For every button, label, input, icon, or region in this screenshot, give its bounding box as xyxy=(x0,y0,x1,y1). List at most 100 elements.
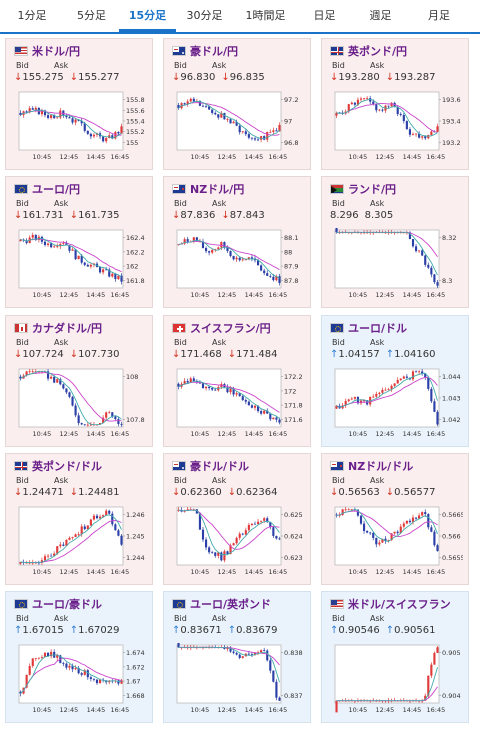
x-tick-label: 16:45 xyxy=(269,291,288,299)
tab-7[interactable]: 週足 xyxy=(369,9,392,22)
mini-candlestick-chart[interactable]: 88.1 88 87.9 87.8 10:45 12:45 14:45 16:45 xyxy=(175,228,305,300)
rate-card[interactable]: 米ドル/スイスフラン Bid Ask ↑0.90546 ↑0.90561 0.905 0.9… xyxy=(321,591,469,723)
candle-up xyxy=(427,675,430,696)
candle-up xyxy=(430,664,433,676)
ask-label: Ask xyxy=(212,338,227,347)
tab-4[interactable]: 30分足 xyxy=(186,9,223,22)
ask-value: ↓0.56577 xyxy=(386,487,436,498)
pair-title-link[interactable]: ユーロ/円 xyxy=(14,182,80,196)
rate-card[interactable]: 英ポンド/ドル Bid Ask ↓1.24471 ↓1.24481 1.246 1.245 1… xyxy=(5,453,153,585)
bid-price: 87.836 xyxy=(180,210,216,221)
candle-down xyxy=(278,276,281,283)
country-flag-icon xyxy=(172,323,186,333)
candle-up xyxy=(50,115,53,118)
y-tick-label: 162 xyxy=(126,263,138,271)
pair-title-link[interactable]: 米ドル/スイスフラン xyxy=(330,597,451,611)
candle-down xyxy=(201,529,205,540)
rate-card[interactable]: 豪ドル/円 Bid Ask ↓96.830 ↓96.835 97.2 97 96.8 10:45… xyxy=(163,38,311,170)
candle-up xyxy=(50,651,53,657)
mini-candlestick-chart[interactable]: 0.625 0.624 0.623 10:45 12:45 14:45 16:45 xyxy=(175,505,305,577)
candle-down xyxy=(46,115,50,118)
x-tick-label: 14:45 xyxy=(403,153,422,161)
rate-card[interactable]: ランド/円 Bid Ask 8.296 8.305 8.32 8.3 10:45 12:45 14… xyxy=(321,176,469,308)
y-tick-label: 1.043 xyxy=(442,395,461,403)
mini-candlestick-chart[interactable]: 172.2 172 171.8 171.6 10:45 12:45 14:45 16:45 xyxy=(175,367,305,439)
bid-value: ↑0.83671 xyxy=(172,625,222,636)
plot-area xyxy=(334,506,440,566)
ask-value: ↓107.730 xyxy=(70,349,120,360)
tab-8[interactable]: 月足 xyxy=(428,9,450,22)
candle-down xyxy=(83,424,86,426)
candle-down xyxy=(46,371,50,379)
pair-title-link[interactable]: ユーロ/英ポンド xyxy=(172,597,271,611)
pair-title-link[interactable]: スイスフラン/円 xyxy=(172,321,271,335)
rate-card[interactable]: ユーロ/英ポンド Bid Ask ↑0.83671 ↑0.83679 0.838 0.837… xyxy=(163,591,311,723)
x-tick-label: 14:45 xyxy=(245,568,264,576)
mini-candlestick-chart[interactable]: 8.32 8.3 10:45 12:45 14:45 16:45 xyxy=(333,228,463,300)
rate-card[interactable]: 米ドル/円 Bid Ask ↓155.275 ↓155.277 155.8 155.6 155… xyxy=(5,38,153,170)
mini-candlestick-chart[interactable]: 0.905 0.904 10:45 12:45 14:45 16:45 xyxy=(333,643,463,715)
mini-candlestick-chart[interactable]: 108 107.8 10:45 12:45 14:45 16:45 xyxy=(17,367,147,439)
moving-average-short-line xyxy=(178,380,280,419)
tab-2[interactable]: 5分足 xyxy=(77,9,106,22)
mini-candlestick-chart[interactable]: 1.044 1.043 1.042 10:45 12:45 14:45 16:45 xyxy=(333,367,463,439)
mini-candlestick-chart[interactable]: 0.5665 0.566 0.5655 10:45 12:45 14:45 16:45 xyxy=(333,505,463,577)
tab-6[interactable]: 日足 xyxy=(313,9,336,22)
mini-candlestick-chart[interactable]: 155.8 155.6 155.4 155.2 155 10:45 12:45 14:45 16… xyxy=(17,90,147,162)
rate-card[interactable]: ユーロ/ドル Bid Ask ↑1.04157 ↑1.04160 1.044 1.043 1.… xyxy=(321,315,469,447)
pair-title-link[interactable]: ユーロ/ドル xyxy=(330,321,407,335)
rate-card[interactable]: カナダドル/円 Bid Ask ↓107.724 ↓107.730 108 107.8 10:… xyxy=(5,315,153,447)
x-tick-label: 12:45 xyxy=(218,291,237,299)
pair-title-link[interactable]: ランド/円 xyxy=(330,182,396,196)
candle-up xyxy=(381,389,384,393)
mini-candlestick-chart[interactable]: 193.6 193.4 193.2 10:45 12:45 14:45 16:45 xyxy=(333,90,463,162)
rate-card[interactable]: NZドル/ドル Bid Ask ↓0.56563 ↓0.56577 0.5665 0.566… xyxy=(321,453,469,585)
arrow-down-icon: ↓ xyxy=(221,210,230,221)
rate-card[interactable]: NZドル/円 Bid Ask ↓87.836 ↓87.843 88.1 88 87.9 87.8… xyxy=(163,176,311,308)
candle-down xyxy=(375,104,378,111)
bid-price: 161.731 xyxy=(22,210,64,221)
pair-title-link[interactable]: NZドル/円 xyxy=(172,182,244,196)
pair-title-link[interactable]: 英ポンド/ドル xyxy=(14,459,102,473)
pair-title-link[interactable]: NZドル/ドル xyxy=(330,459,413,473)
bid-value: ↓96.830 xyxy=(172,72,215,83)
candle-down xyxy=(229,251,232,256)
x-tick-label: 10:45 xyxy=(349,706,368,714)
rate-card[interactable]: 豪ドル/ドル Bid Ask ↓0.62360 ↓0.62364 0.625 0.624 0.… xyxy=(163,453,311,585)
rate-card[interactable]: スイスフラン/円 Bid Ask ↓171.468 ↓171.484 172.2 172 17… xyxy=(163,315,311,447)
x-tick-label: 14:45 xyxy=(245,706,264,714)
tab-5[interactable]: 1時間足 xyxy=(245,9,286,22)
pair-title-link[interactable]: 米ドル/円 xyxy=(14,44,80,58)
pair-title-link[interactable]: ユーロ/豪ドル xyxy=(14,597,102,611)
tab-3[interactable]: 15分足 xyxy=(119,0,176,32)
mini-candlestick-chart[interactable]: 0.838 0.837 10:45 12:45 14:45 16:45 xyxy=(175,643,305,715)
bid-ask-values: ↓0.56563 ↓0.56577 xyxy=(330,487,436,498)
mini-candlestick-chart[interactable]: 1.674 1.672 1.67 1.668 10:45 12:45 14:45 16:45 xyxy=(17,643,147,715)
bid-price: 155.275 xyxy=(22,72,64,83)
mini-candlestick-chart[interactable]: 1.246 1.245 1.244 10:45 12:45 14:45 16:45 xyxy=(17,505,147,577)
x-tick-label: 16:45 xyxy=(427,568,446,576)
bid-ask-labels: Bid Ask xyxy=(332,199,384,208)
rate-card[interactable]: ユーロ/円 Bid Ask ↓161.731 ↓161.735 162.4 162.2 162… xyxy=(5,176,153,308)
candle-down xyxy=(247,134,250,138)
candle-up xyxy=(436,126,439,132)
moving-average-short-line xyxy=(336,508,438,542)
candle-up xyxy=(250,523,254,525)
candle-down xyxy=(436,282,439,286)
pair-title-link[interactable]: カナダドル/円 xyxy=(14,321,102,335)
tab-1[interactable]: 1分足 xyxy=(17,9,47,22)
ask-price: 0.90561 xyxy=(394,625,436,636)
y-tick-label: 172.2 xyxy=(284,373,303,381)
rate-card[interactable]: ユーロ/豪ドル Bid Ask ↑1.67015 ↑1.67029 1.674 1.672 1… xyxy=(5,591,153,723)
pair-title-link[interactable]: 豪ドル/ドル xyxy=(172,459,249,473)
ask-price: 161.735 xyxy=(78,210,120,221)
candle-up xyxy=(241,259,244,261)
country-flag-icon xyxy=(172,184,186,194)
pair-title-link[interactable]: 英ポンド/円 xyxy=(330,44,407,58)
mini-candlestick-chart[interactable]: 97.2 97 96.8 10:45 12:45 14:45 16:45 xyxy=(175,90,305,162)
rate-card[interactable]: 英ポンド/円 Bid Ask ↓193.280 ↓193.287 193.6 193.4 19… xyxy=(321,38,469,170)
mini-candlestick-chart[interactable]: 162.4 162.2 162 161.8 10:45 12:45 14:45 16:45 xyxy=(17,228,147,300)
candle-down xyxy=(369,532,372,534)
pair-title-link[interactable]: 豪ドル/円 xyxy=(172,44,238,58)
candle-up xyxy=(105,137,108,142)
